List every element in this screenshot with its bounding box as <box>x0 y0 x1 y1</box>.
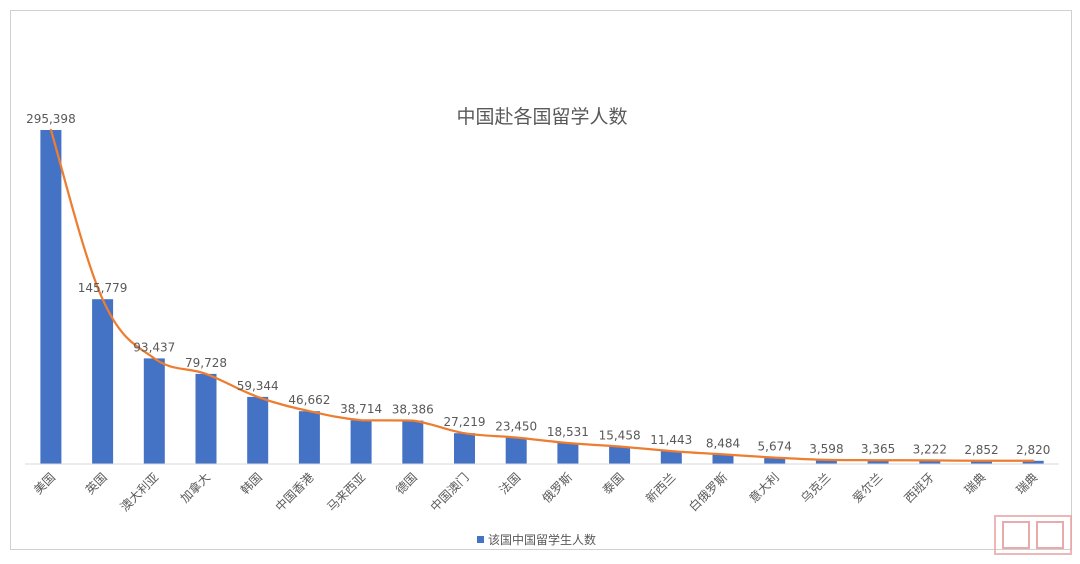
category-label-11: 泰国 <box>600 470 627 497</box>
value-label-3: 79,728 <box>185 356 227 370</box>
category-label-12: 新西兰 <box>642 470 678 506</box>
legend-swatch <box>477 536 484 543</box>
value-label-18: 2,852 <box>964 443 998 457</box>
bar-18 <box>971 460 992 464</box>
value-label-12: 11,443 <box>650 433 692 447</box>
value-label-4: 59,344 <box>237 379 279 393</box>
value-label-11: 15,458 <box>599 429 641 443</box>
category-label-17: 西班牙 <box>902 470 937 505</box>
category-label-3: 加拿大 <box>177 470 213 506</box>
bar-10 <box>557 443 579 464</box>
value-label-7: 38,386 <box>392 403 434 417</box>
value-label-10: 18,531 <box>547 425 589 439</box>
category-label-16: 爱尔兰 <box>849 470 885 506</box>
bar-3 <box>195 373 217 464</box>
value-label-6: 38,714 <box>340 402 382 416</box>
bar-11 <box>609 446 631 464</box>
category-label-13: 白俄罗斯 <box>686 470 731 515</box>
category-label-9: 法国 <box>496 470 523 497</box>
category-label-6: 马来西亚 <box>324 470 368 514</box>
category-label-8: 中国澳门 <box>427 470 472 515</box>
category-label-4: 韩国 <box>237 470 265 498</box>
bar-17 <box>919 460 941 464</box>
chart-frame: 中国赴各国留学人数 295,398 145,779 93,437 79,728 59,3… <box>10 10 1072 550</box>
bar-9 <box>505 437 527 464</box>
category-label-10: 俄罗斯 <box>540 470 575 505</box>
category-label-5: 中国香港 <box>272 470 317 515</box>
category-label-0: 美国 <box>31 470 58 497</box>
bar-13 <box>712 454 734 464</box>
bar-6 <box>350 420 372 464</box>
value-label-17: 3,222 <box>913 442 947 456</box>
bar-2 <box>143 358 165 464</box>
value-label-2: 93,437 <box>133 340 175 354</box>
trend-line <box>49 128 1035 462</box>
bar-4 <box>247 396 269 464</box>
value-label-5: 46,662 <box>288 393 330 407</box>
category-label-19: 瑞典 <box>1013 470 1040 497</box>
value-label-13: 8,484 <box>706 436 740 450</box>
bar-15 <box>815 459 837 464</box>
category-label-15: 乌克兰 <box>797 470 833 506</box>
bar-19 <box>1022 460 1044 464</box>
stamp-mark-right <box>1036 521 1064 549</box>
bar-0 <box>40 130 62 464</box>
category-label-14: 意大利 <box>746 470 782 506</box>
legend: 该国中国留学生人数 <box>477 532 596 547</box>
value-label-15: 3,598 <box>809 442 843 456</box>
stamp-mark-left <box>1002 521 1030 549</box>
bar-5 <box>298 411 320 464</box>
value-label-14: 5,674 <box>758 440 792 454</box>
bar-14 <box>764 457 786 464</box>
value-label-9: 23,450 <box>495 420 537 434</box>
value-labels-layer: 295,398 145,779 93,437 79,728 59,344 46,662 38… <box>26 112 1050 457</box>
trend-line-layer <box>49 128 1035 462</box>
bar-12 <box>660 451 682 464</box>
chart-svg: 中国赴各国留学人数 295,398 145,779 93,437 79,728 59,3… <box>25 106 1059 547</box>
chart-title: 中国赴各国留学人数 <box>456 106 627 128</box>
watermark-stamp <box>994 515 1072 555</box>
value-label-19: 2,820 <box>1016 443 1050 457</box>
category-label-2: 澳大利亚 <box>118 470 162 514</box>
category-labels-layer: 美国 英国 澳大利亚 加拿大 韩国 中国香港 马来西亚 德国 中国澳门 法国 俄罗斯 泰国 新西兰 白俄罗… <box>31 470 1040 515</box>
value-label-1: 145,779 <box>78 281 128 295</box>
legend-label: 该国中国留学生人数 <box>488 532 596 547</box>
value-label-0: 295,398 <box>26 112 76 126</box>
bar-16 <box>867 460 889 464</box>
category-label-7: 德国 <box>392 470 420 498</box>
category-label-18: 瑞典 <box>962 470 989 497</box>
bars-layer <box>40 130 1044 464</box>
category-label-1: 英国 <box>83 470 110 497</box>
bar-8 <box>454 433 475 464</box>
bar-1 <box>92 299 114 464</box>
value-label-8: 27,219 <box>444 415 486 429</box>
value-label-16: 3,365 <box>861 442 895 456</box>
bar-7 <box>402 420 424 464</box>
